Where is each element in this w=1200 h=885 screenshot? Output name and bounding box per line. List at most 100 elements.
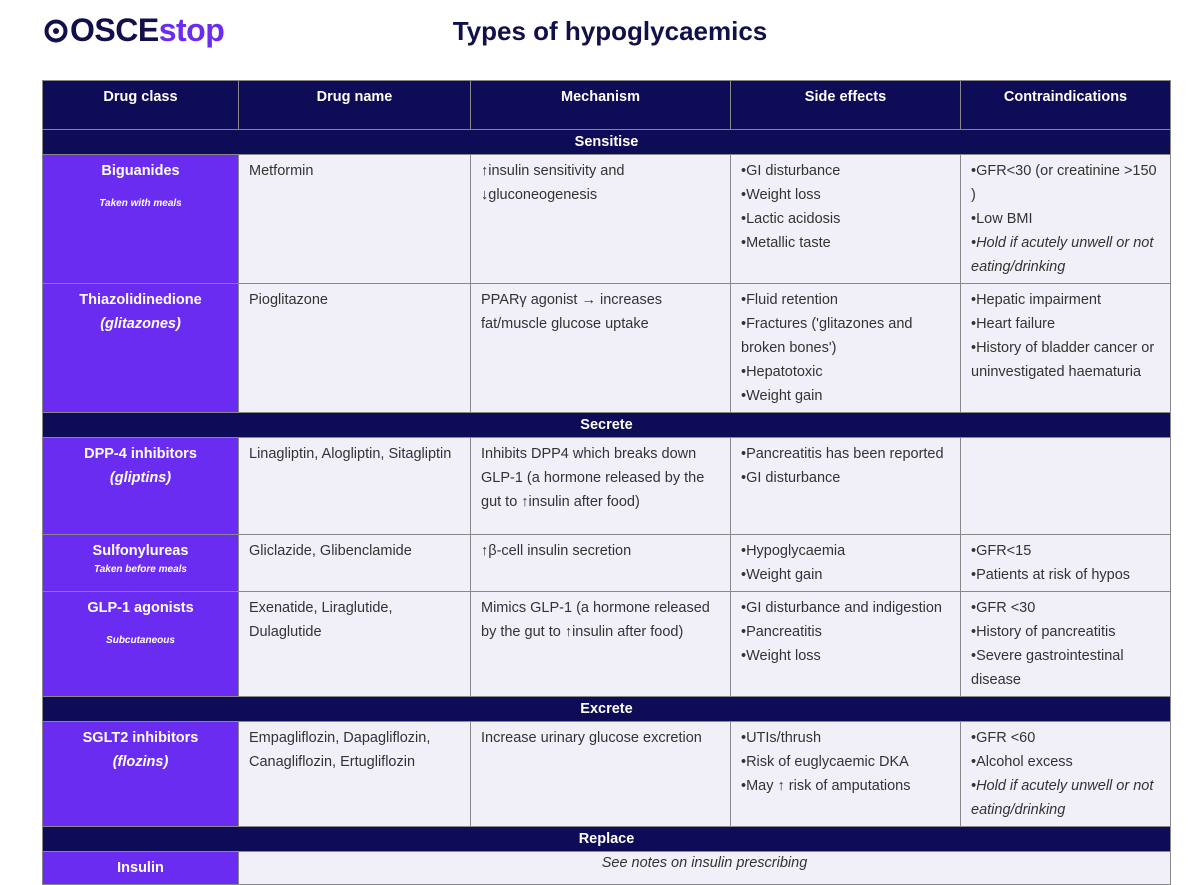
drug-row: SGLT2 inhibitors (flozins) Empagliflozin, … (42, 721, 1171, 827)
drug-class-alias: (gliptins) (109, 470, 172, 486)
row-note: See notes on insulin prescribing (238, 851, 1171, 885)
drugs-item: Linagliptin, Alogliptin, Sitagliptin (249, 446, 452, 462)
drug-class: SGLT2 inhibitors (82, 730, 199, 746)
section-row: Replace (42, 826, 1171, 852)
contraindications-item: •Hepatic impairment (971, 292, 1101, 308)
contraindication-note: •Hold if acutely unwell or not eating/dr… (971, 778, 1154, 818)
drug-row: Biguanides Taken with meals Metformin ↑insu… (42, 154, 1171, 284)
drugs-item: Pioglitazone (249, 292, 328, 308)
drug-row: GLP-1 agonists Subcutaneous Exenatide, Lir… (42, 591, 1171, 697)
drugs-cell: Empagliflozin, Dapagliflozin, Canagliflo… (238, 721, 471, 827)
drug-row: Sulfonylureas Taken before meals Gliclazid… (42, 534, 1171, 592)
side-effects-cell: •Pancreatitis has been reported •GI distu… (730, 437, 961, 535)
drug-class: DPP-4 inhibitors (84, 446, 197, 462)
drug-class-cell: SGLT2 inhibitors (flozins) (42, 721, 239, 827)
section-row: Excrete (42, 696, 1171, 722)
drugs-cell: Exenatide, Liraglutide, Dulaglutide (238, 591, 471, 697)
contraindications-cell: •GFR <60 •Alcohol excess •Hold if acutely … (960, 721, 1171, 827)
drug-class: Insulin (117, 860, 164, 876)
section-row: Sensitise (42, 129, 1171, 155)
drug-class-note: Taken with meals (99, 198, 182, 209)
drug-class-cell: GLP-1 agonists Subcutaneous (42, 591, 239, 697)
contraindications-item: •GFR <60 (971, 730, 1036, 746)
header-row: Drug class Drug name Mechanism Side effects… (42, 80, 1171, 130)
side-effects-item: •GI disturbance (741, 470, 841, 486)
logo-accent: stop (158, 12, 225, 48)
drug-class-note: Subcutaneous (106, 635, 175, 646)
drug-class: Thiazolidinedione (79, 292, 202, 308)
side-effects-cell: •Hypoglycaemia •Weight gain (730, 534, 961, 592)
mechanism-item: ↑insulin sensitivity and ↓gluconeogenesi… (481, 163, 625, 203)
page: OSCE stop Types of hypoglycaemics Drug cl… (42, 12, 1171, 885)
mechanism-cell: Mimics GLP-1 (a hormone released by the … (470, 591, 731, 697)
mechanism-item: ↑β-cell insulin secretion (481, 543, 632, 559)
contraindications-item: •Heart failure (971, 316, 1056, 332)
logo-icon (44, 19, 68, 42)
contraindications-cell: •Hepatic impairment •Heart failure •Histor… (960, 283, 1171, 413)
contraindications-item: •History of bladder cancer or uninvestig… (971, 340, 1155, 380)
drugs-cell: Pioglitazone (238, 283, 471, 413)
column-header: Contraindications (960, 80, 1171, 130)
mechanism-item: PPARγ agonist → increases fat/muscle glu… (481, 292, 663, 332)
contraindications-item: •Patients at risk of hypos (971, 567, 1131, 583)
section-row: Secrete (42, 412, 1171, 438)
drug-class-alias: (flozins) (112, 754, 169, 770)
contraindications-item: •GFR<30 (or creatinine >150 ) (971, 163, 1157, 203)
drug-class-cell: DPP-4 inhibitors (gliptins) (42, 437, 239, 535)
side-effects-cell: •Fluid retention •Fractures ('glitazones … (730, 283, 961, 413)
section-title: Sensitise (42, 129, 1171, 155)
drug-row: Insulin See notes on insulin prescribing (42, 851, 1171, 885)
contraindications-cell: •GFR<15 •Patients at risk of hypos (960, 534, 1171, 592)
mechanism-cell: ↑β-cell insulin secretion (470, 534, 731, 592)
side-effects-item: •Fluid retention (741, 292, 838, 308)
drug-class-cell: Sulfonylureas Taken before meals (42, 534, 239, 592)
drug-class: GLP-1 agonists (87, 600, 194, 616)
mechanism-item: Inhibits DPP4 which breaks down GLP-1 (a… (481, 446, 705, 510)
contraindications-item: •GFR<15 (971, 543, 1032, 559)
side-effects-cell: •UTIs/thrush •Risk of euglycaemic DKA •May… (730, 721, 961, 827)
column-header: Drug class (42, 80, 239, 130)
side-effects-item: •Metallic taste (741, 235, 831, 251)
side-effects-item: •Weight gain (741, 567, 823, 583)
side-effects-item: •GI disturbance (741, 163, 841, 179)
drug-class-cell: Insulin (42, 851, 239, 885)
drugs-item: Exenatide, Liraglutide, Dulaglutide (249, 600, 393, 640)
side-effects-cell: •GI disturbance •Weight loss •Lactic acido… (730, 154, 961, 284)
logo: OSCE stop (44, 12, 225, 49)
side-effects-item: •Pancreatitis (741, 624, 822, 640)
drug-row: DPP-4 inhibitors (gliptins) Linagliptin, A… (42, 437, 1171, 535)
section-title: Excrete (42, 696, 1171, 722)
contraindications-item: •Alcohol excess (971, 754, 1073, 770)
mechanism-cell: Increase urinary glucose excretion (470, 721, 731, 827)
drug-class-cell: Biguanides Taken with meals (42, 154, 239, 284)
drug-row: Thiazolidinedione (glitazones) Pioglitazon… (42, 283, 1171, 413)
drugs-item: Empagliflozin, Dapagliflozin, Canagliflo… (249, 730, 431, 770)
contraindications-cell (960, 437, 1171, 535)
column-header: Drug name (238, 80, 471, 130)
drugs-cell: Metformin (238, 154, 471, 284)
contraindications-item: •Severe gastrointestinal disease (971, 648, 1124, 688)
contraindications-cell: •GFR <30 •History of pancreatitis •Severe … (960, 591, 1171, 697)
side-effects-item: •Weight loss (741, 648, 821, 664)
mechanism-cell: Inhibits DPP4 which breaks down GLP-1 (a… (470, 437, 731, 535)
drugs-item: Gliclazide, Glibenclamide (249, 543, 412, 559)
side-effects-item: •Fractures ('glitazones and broken bones… (741, 316, 913, 356)
drug-class-cell: Thiazolidinedione (glitazones) (42, 283, 239, 413)
mechanism-cell: ↑insulin sensitivity and ↓gluconeogenesi… (470, 154, 731, 284)
drugs-item: Metformin (249, 163, 314, 179)
drug-class: Sulfonylureas (92, 543, 189, 559)
side-effects-item: •Hypoglycaemia (741, 543, 846, 559)
mechanism-cell: PPARγ agonist → increases fat/muscle glu… (470, 283, 731, 413)
contraindications-cell: •GFR<30 (or creatinine >150 ) •Low BMI •Ho… (960, 154, 1171, 284)
mechanism-item: Increase urinary glucose excretion (481, 730, 702, 746)
column-header: Mechanism (470, 80, 731, 130)
drugs-cell: Gliclazide, Glibenclamide (238, 534, 471, 592)
contraindications-item: •History of pancreatitis (971, 624, 1116, 640)
side-effects-item: •Lactic acidosis (741, 211, 841, 227)
section-title: Secrete (42, 412, 1171, 438)
mechanism-item: Mimics GLP-1 (a hormone released by the … (481, 600, 710, 640)
contraindications-item: •Low BMI (971, 211, 1033, 227)
contraindications-item: •GFR <30 (971, 600, 1036, 616)
side-effects-item: •Weight gain (741, 388, 823, 404)
page-title: Types of hypoglycaemics (452, 16, 768, 46)
